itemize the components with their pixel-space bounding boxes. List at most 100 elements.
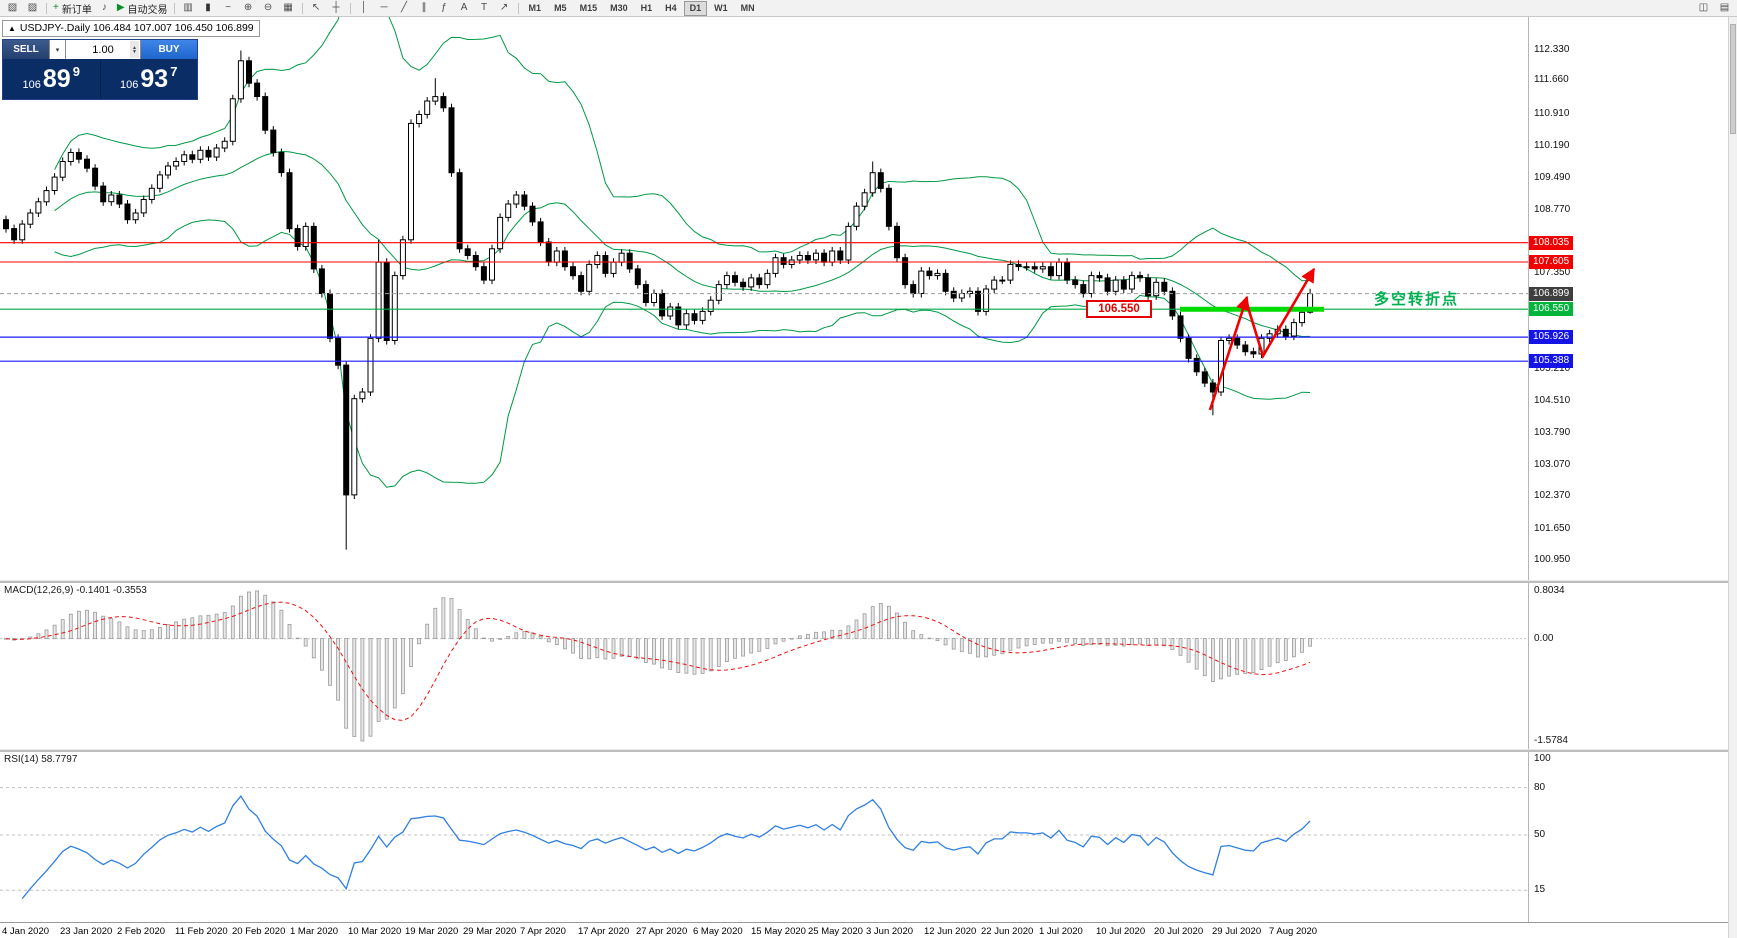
macd-histogram-bar: [368, 638, 373, 737]
macd-histogram-bar: [878, 602, 883, 640]
buy-button[interactable]: BUY: [141, 40, 197, 59]
candle-body: [1056, 261, 1062, 277]
bollinger-middle-line: [54, 150, 1311, 338]
candle-body: [1185, 337, 1192, 359]
time-axis-label: 7 Apr 2020: [520, 926, 566, 937]
rsi-canvas[interactable]: [0, 752, 1528, 922]
price-axis[interactable]: 112.330 111.660 110.910 110.190 109.490 108.7…: [1528, 16, 1729, 580]
alerts-button[interactable]: ♪: [95, 1, 114, 15]
candle-body: [837, 250, 844, 261]
timeframe-w1-button[interactable]: W1: [714, 2, 728, 13]
candlestick-chart-button[interactable]: ▮: [199, 1, 218, 15]
macd-histogram-bar: [190, 617, 195, 640]
text-button[interactable]: A: [455, 1, 474, 15]
up-triangle-icon: ▲: [8, 24, 16, 33]
candle-body: [399, 239, 406, 277]
lot-spinner[interactable]: ▲ ▼: [130, 41, 139, 58]
candle-body: [634, 268, 641, 286]
macd-pane[interactable]: 0.8034 0.00 -1.5784 MACD(12,26,9) -0.1401 …: [0, 583, 1729, 749]
vertical-line-button[interactable]: │: [355, 1, 374, 15]
macd-histogram-bar: [1000, 638, 1005, 655]
vertical-scrollbar[interactable]: [1728, 16, 1737, 938]
cursor-button[interactable]: ↖: [307, 1, 326, 15]
bar-chart-button[interactable]: ▥: [179, 1, 198, 15]
macd-canvas[interactable]: [0, 583, 1528, 749]
timeframe-m30-button[interactable]: M30: [610, 2, 628, 13]
channel-button[interactable]: ∥: [415, 1, 434, 15]
windows-button[interactable]: ◫: [1694, 1, 1713, 15]
timeframe-m1-button[interactable]: M1: [528, 2, 542, 13]
new-chart-button[interactable]: ▧: [3, 1, 22, 15]
line-chart-button[interactable]: ~: [219, 1, 238, 15]
candle-body: [11, 228, 18, 241]
profiles-button[interactable]: ▨: [23, 1, 42, 15]
arrow-style-icon: ↗: [499, 2, 509, 13]
timeframe-d1-button[interactable]: D1: [683, 0, 708, 16]
zoom-out-button[interactable]: ⊖: [259, 1, 278, 15]
candle-body: [950, 290, 957, 299]
timeframe-h1-button[interactable]: H1: [640, 2, 653, 13]
timeframe-mn-button[interactable]: MN: [740, 2, 755, 13]
candle-body: [108, 194, 115, 203]
scrollbar-thumb[interactable]: [1730, 24, 1736, 134]
arrow-style-button[interactable]: ↗: [495, 1, 514, 15]
macd-signal-line: [5, 601, 1311, 722]
zoom-in-button[interactable]: ⊕: [239, 1, 258, 15]
timeframe-h4-button[interactable]: H4: [665, 2, 677, 13]
zoom-in-icon: ⊕: [243, 2, 253, 13]
time-axis[interactable]: 4 Jan 2020 23 Jan 2020 2 Feb 2020 11 Feb 20…: [0, 922, 1729, 938]
candle-body: [1153, 281, 1160, 297]
macd-histogram-bar: [498, 638, 503, 640]
time-axis-label: 22 Jun 2020: [981, 926, 1034, 937]
main-chart-pane[interactable]: 112.330 111.660 110.910 110.190 109.490 108.7…: [0, 16, 1729, 580]
macd-histogram-bar: [976, 638, 980, 658]
horizontal-line-button[interactable]: ─: [375, 1, 394, 15]
macd-histogram-bar: [887, 605, 891, 640]
candle-body: [796, 255, 803, 261]
fibonacci-button[interactable]: ƒ: [435, 1, 454, 15]
time-axis-label: 10 Jul 2020: [1096, 926, 1146, 937]
macd-histogram-bar: [490, 638, 494, 642]
pane-splitter[interactable]: [0, 580, 1729, 583]
tile-windows-button[interactable]: ▦: [279, 1, 298, 15]
macd-histogram-bar: [384, 638, 389, 720]
macd-histogram-bar: [822, 631, 826, 640]
bollinger-lower-line: [54, 219, 1311, 488]
pane-splitter[interactable]: [0, 749, 1729, 752]
candle-body: [327, 293, 333, 339]
buy-price-display[interactable]: 106 93 7: [99, 59, 198, 99]
chart-list-button[interactable]: ▤: [1715, 1, 1734, 15]
crosshair-button[interactable]: ┼: [327, 1, 346, 15]
candle-body: [116, 194, 123, 205]
candle-body: [1112, 279, 1119, 292]
candle-body: [699, 310, 706, 321]
label-button[interactable]: T: [475, 1, 494, 15]
play-button[interactable]: ▶ 自动交易: [115, 1, 170, 16]
lot-size-input[interactable]: 1.00 ▲ ▼: [65, 40, 141, 59]
candle-body: [545, 241, 552, 263]
toolbar-right-group: ◫ ▤: [1694, 1, 1734, 15]
macd-histogram-bar: [1162, 638, 1167, 647]
new-order-button[interactable]: + 新订单: [51, 1, 94, 16]
macd-histogram-bar: [101, 615, 106, 640]
price-axis-label: 110.910: [1534, 108, 1570, 119]
macd-histogram-bar: [255, 590, 260, 639]
timeframe-m15-button[interactable]: M15: [579, 2, 598, 13]
time-axis-label: 6 May 2020: [693, 926, 743, 937]
order-type-dropdown[interactable]: ▾: [49, 40, 65, 59]
rsi-pane[interactable]: 100 80 50 15 RSI(14) 58.7797: [0, 752, 1729, 922]
timeframe-m5-button[interactable]: M5: [554, 2, 567, 13]
price-level-callout: 106.550: [1086, 300, 1152, 318]
macd-histogram-bar: [668, 638, 673, 670]
sell-price-display[interactable]: 106 89 9: [3, 59, 100, 99]
trendline-button[interactable]: ╱: [395, 1, 414, 15]
main-chart-canvas[interactable]: [0, 16, 1528, 580]
macd-histogram-bar: [968, 638, 972, 654]
macd-axis[interactable]: 0.8034 0.00 -1.5784: [1528, 583, 1729, 749]
windows-icon: ◫: [1698, 2, 1709, 13]
candle-body: [213, 147, 220, 158]
macd-histogram-bar: [425, 623, 430, 640]
sell-button[interactable]: SELL: [3, 40, 49, 59]
rsi-axis[interactable]: 100 80 50 15: [1528, 752, 1729, 922]
candle-body: [124, 203, 131, 221]
